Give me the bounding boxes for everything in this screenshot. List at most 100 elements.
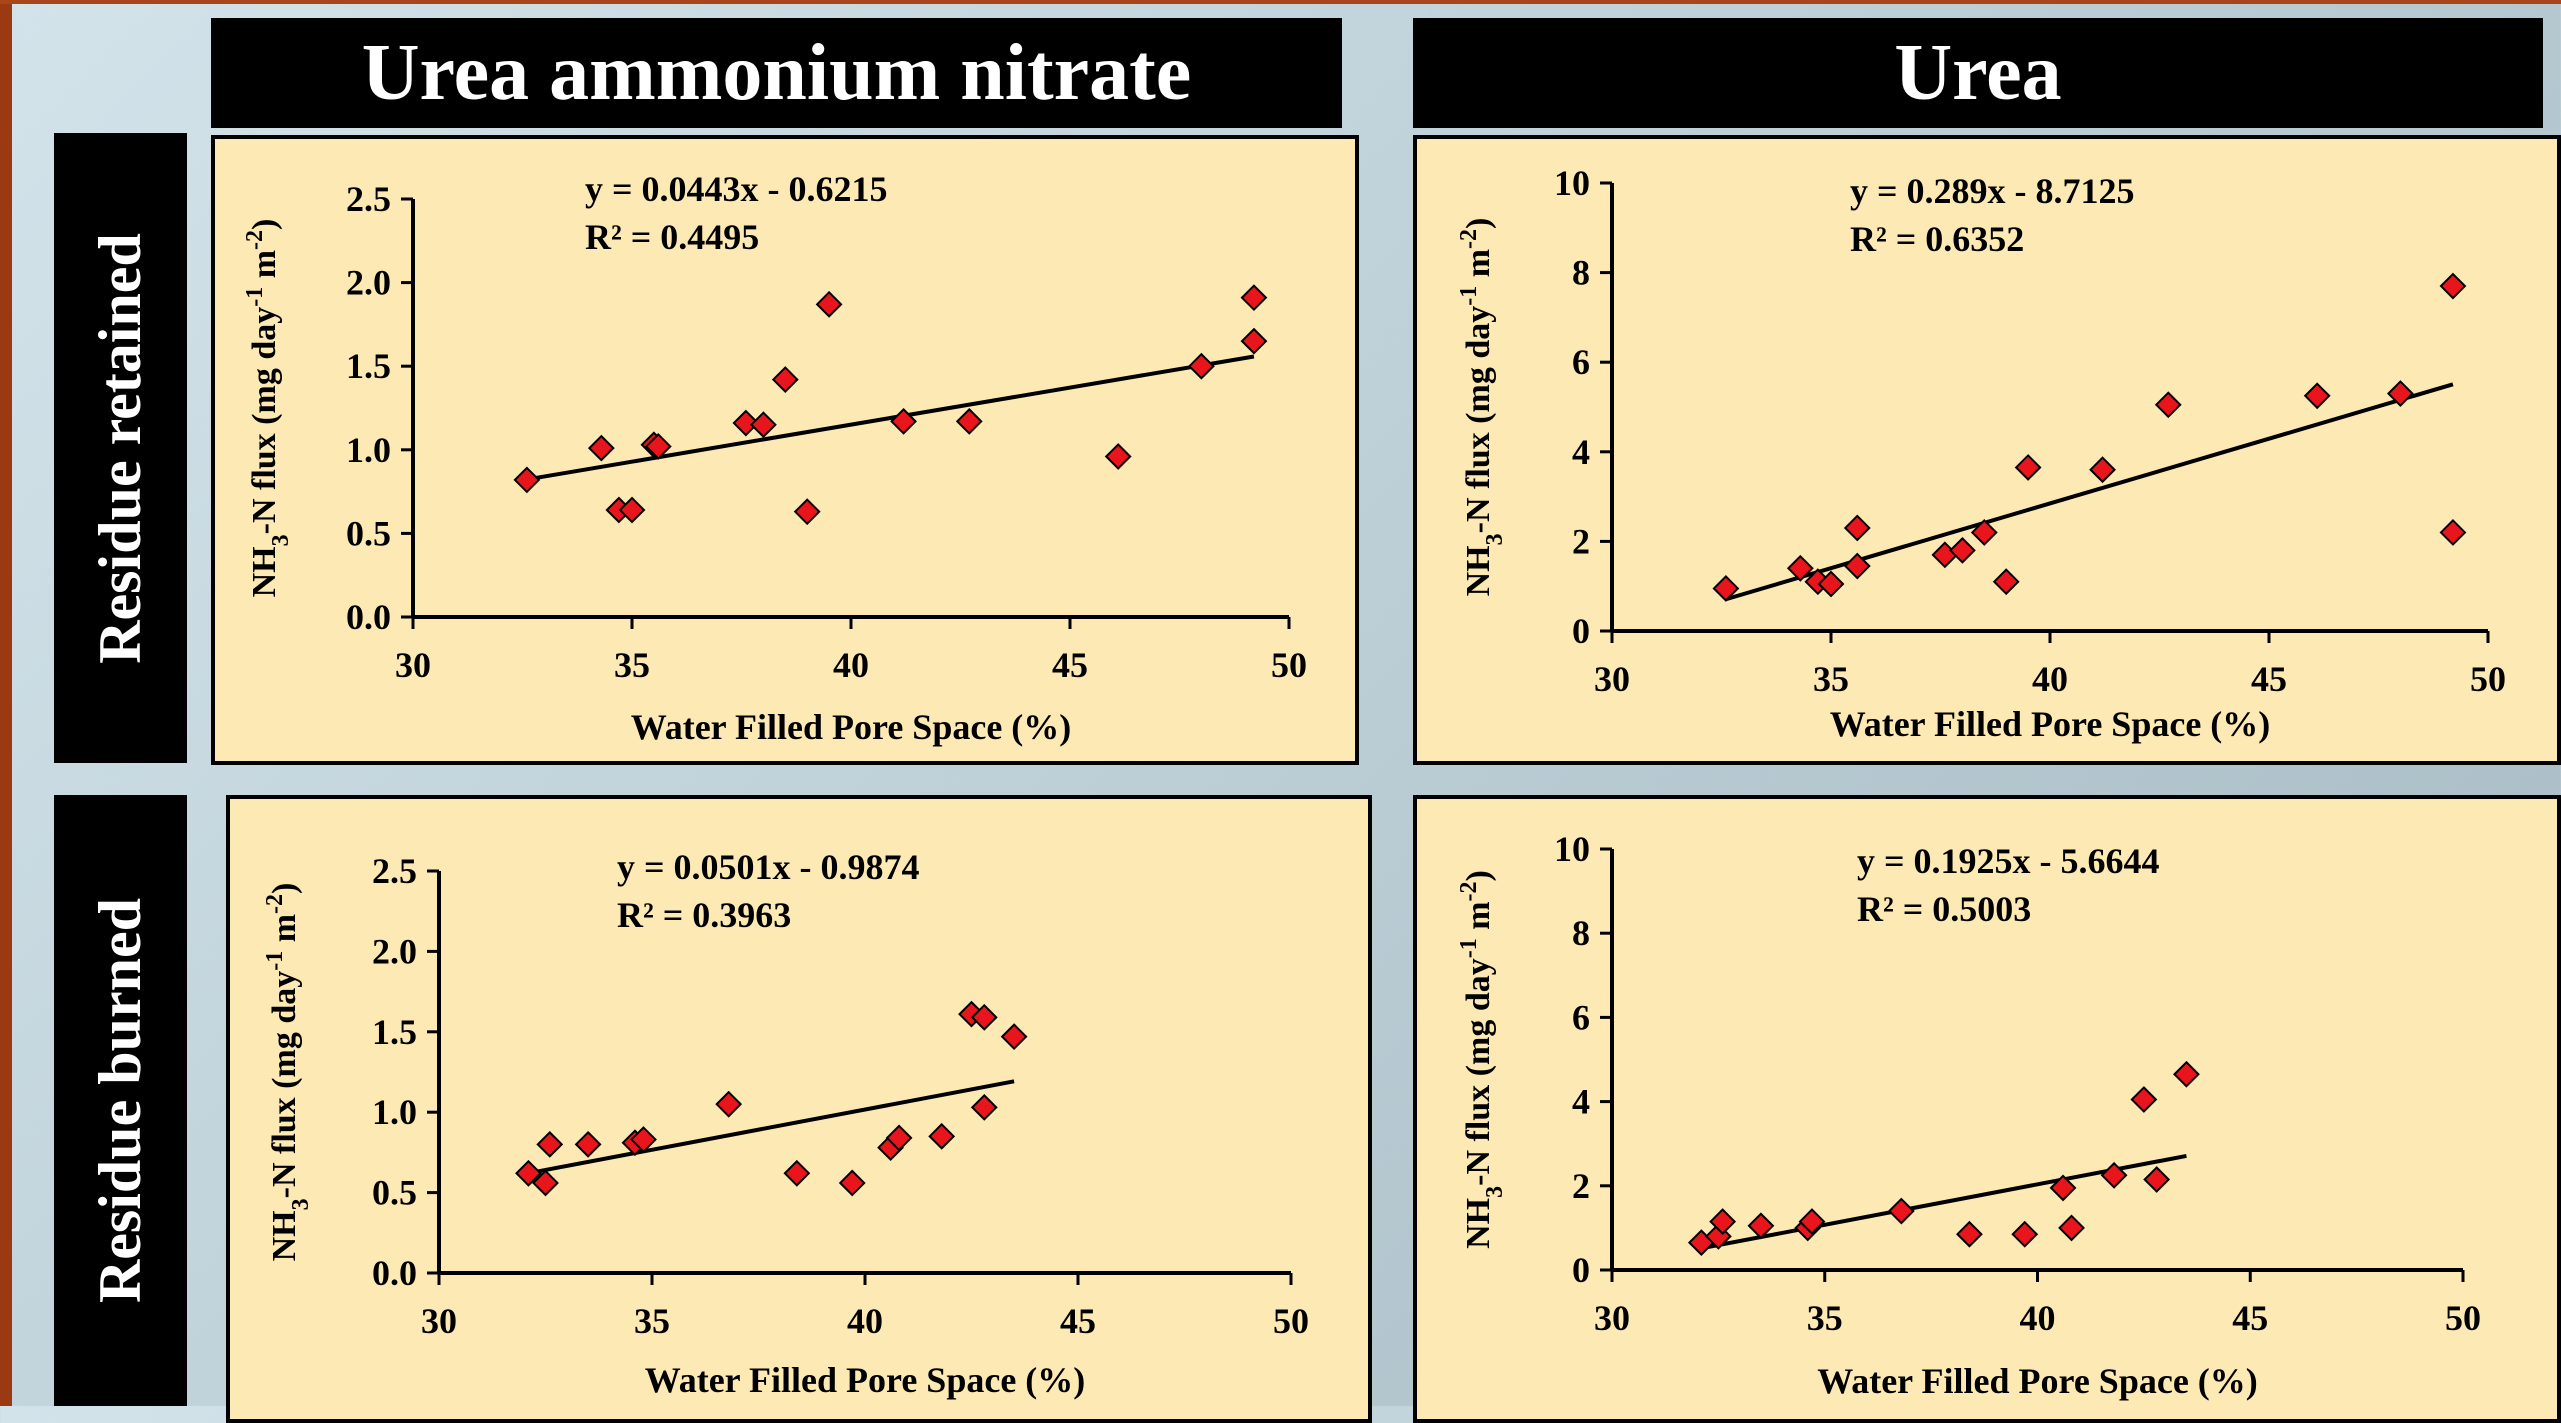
trendline — [526, 354, 1255, 482]
data-point — [2439, 272, 2467, 300]
x-tick-label: 50 — [1271, 645, 1307, 685]
data-point — [2130, 1086, 2158, 1113]
data-point — [1956, 1220, 1983, 1248]
data-point — [815, 290, 843, 318]
data-point — [574, 1130, 602, 1158]
data-point — [1000, 1023, 1028, 1051]
trendline — [528, 1079, 1015, 1176]
y-tick-label: 0.0 — [372, 1253, 417, 1293]
x-axis-label: Water Filled Pore Space (%) — [631, 707, 1072, 747]
regression-equation: y = 0.1925x - 5.6644 — [1857, 841, 2160, 881]
data-point — [2439, 519, 2467, 546]
x-tick-label: 40 — [2032, 659, 2068, 699]
data-point — [587, 434, 615, 462]
data-point — [1992, 568, 2020, 596]
y-tick-label: 0.0 — [346, 597, 391, 637]
y-tick-label: 6 — [1572, 997, 1590, 1037]
data-point — [838, 1169, 866, 1197]
top-accent-bar — [0, 0, 2561, 4]
chart-panel-urea-retained: 0 2 4 6 8 10 30 35 40 45 50 Water Filled Pore Space… — [1413, 135, 2561, 765]
data-point — [2386, 380, 2414, 407]
data-point — [749, 411, 777, 439]
y-tick-label: 2 — [1572, 521, 1590, 561]
y-tick-label: 0.5 — [346, 513, 391, 553]
x-tick-label: 30 — [1594, 1298, 1630, 1338]
x-tick-label: 45 — [1052, 645, 1088, 685]
x-tick-label: 35 — [614, 645, 650, 685]
y-tick-label: 0.5 — [372, 1173, 417, 1213]
data-point — [928, 1122, 956, 1150]
y-tick-label: 0 — [1572, 611, 1590, 651]
x-tick-label: 50 — [2470, 659, 2506, 699]
data-point — [1843, 552, 1871, 580]
y-tick-label: 1.5 — [346, 346, 391, 386]
r-squared-label: R² = 0.3963 — [617, 895, 791, 935]
data-point — [1712, 575, 1740, 602]
y-tick-label: 1.5 — [372, 1012, 417, 1052]
x-tick-label: 45 — [2232, 1298, 2268, 1338]
data-point — [1240, 327, 1268, 355]
y-tick-label: 0 — [1572, 1250, 1590, 1290]
y-axis-label: NH3-N flux (mg day-1 m-2) — [1456, 870, 1508, 1249]
data-point — [1798, 1208, 1826, 1235]
chart-panel-uan-retained: 0.0 0.5 1.0 1.5 2.0 2.5 30 35 40 45 50 Water Filled… — [211, 135, 1359, 765]
y-axis-label: NH3-N flux (mg day-1 m-2) — [262, 883, 314, 1262]
row-header-residue-retained: Residue retained — [54, 133, 187, 763]
x-tick-label: 35 — [634, 1301, 670, 1341]
data-point — [1948, 536, 1976, 564]
data-point — [2058, 1214, 2085, 1242]
r-squared-label: R² = 0.4495 — [585, 217, 759, 257]
data-point — [515, 1159, 542, 1187]
y-tick-label: 2.0 — [346, 263, 391, 303]
data-point — [2173, 1060, 2200, 1088]
data-point — [630, 1126, 657, 1153]
chart-panel-uan-burned: 0.0 0.5 1.0 1.5 2.0 2.5 30 35 40 45 50 Water Filled… — [226, 795, 1372, 1423]
trendline — [1725, 382, 2454, 602]
data-point — [2143, 1166, 2171, 1193]
left-accent-bar — [0, 0, 12, 1406]
y-tick-label: 2 — [1572, 1166, 1590, 1206]
data-point — [732, 409, 760, 437]
data-point — [1709, 1208, 1737, 1235]
column-header-uan: Urea ammonium nitrate — [211, 18, 1342, 128]
data-point — [1887, 1197, 1915, 1225]
x-axis-label: Water Filled Pore Space (%) — [1830, 704, 2271, 744]
data-point — [793, 498, 821, 526]
data-point — [532, 1169, 559, 1197]
data-point — [1817, 570, 1845, 598]
data-point — [536, 1130, 564, 1158]
x-tick-label: 30 — [395, 645, 431, 685]
x-tick-label: 30 — [421, 1301, 457, 1341]
data-point — [1970, 519, 1998, 546]
y-axis-label: NH3-N flux (mg day-1 m-2) — [242, 219, 294, 598]
data-point — [2154, 391, 2182, 419]
data-point — [955, 407, 983, 435]
y-tick-label: 4 — [1572, 1082, 1590, 1122]
data-point — [2100, 1161, 2128, 1189]
data-point — [2049, 1174, 2077, 1202]
data-point — [2089, 456, 2116, 484]
x-axis-label: Water Filled Pore Space (%) — [645, 1360, 1086, 1400]
data-point — [1104, 443, 1132, 470]
x-tick-label: 45 — [2251, 659, 2287, 699]
data-point — [2014, 454, 2042, 481]
y-tick-label: 8 — [1572, 913, 1590, 953]
data-point — [1747, 1212, 1775, 1240]
data-point — [2011, 1220, 2039, 1248]
regression-equation: y = 0.289x - 8.7125 — [1850, 171, 2135, 211]
r-squared-label: R² = 0.5003 — [1857, 889, 2031, 929]
x-tick-label: 35 — [1813, 659, 1849, 699]
data-point — [513, 466, 541, 494]
y-tick-label: 10 — [1554, 829, 1590, 869]
data-point — [970, 1093, 998, 1121]
x-axis-label: Water Filled Pore Space (%) — [1817, 1361, 2258, 1401]
data-point — [890, 407, 917, 435]
y-tick-label: 10 — [1554, 163, 1590, 203]
chart-panel-urea-burned: 0 2 4 6 8 10 30 35 40 45 50 Water Filled Pore Space… — [1413, 795, 2561, 1423]
y-tick-label: 8 — [1572, 253, 1590, 293]
data-point — [644, 433, 672, 460]
y-tick-label: 2.5 — [372, 851, 417, 891]
chart-urea-burned: 0 2 4 6 8 10 30 35 40 45 50 Water Filled Pore Space… — [1456, 829, 2481, 1401]
data-point — [1843, 514, 1871, 542]
data-point — [970, 1003, 998, 1031]
